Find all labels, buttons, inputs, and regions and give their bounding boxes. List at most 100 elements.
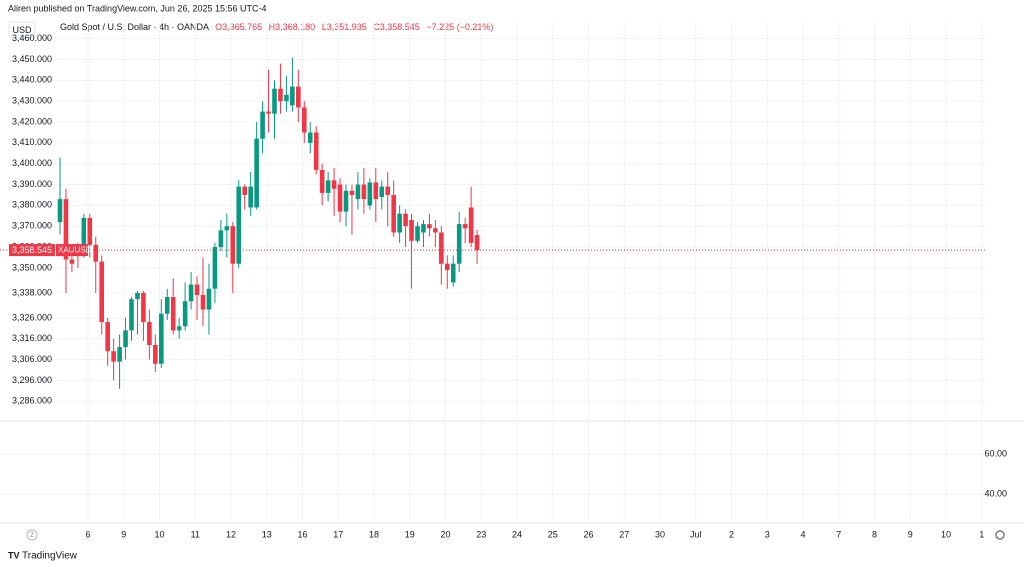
candle-body (367, 182, 373, 206)
y-tick-label: 3,286.000 (12, 396, 52, 406)
candle-body (409, 219, 414, 241)
candle-body (153, 344, 158, 364)
candle-body (421, 224, 426, 233)
price-label: 3,358.545 (12, 245, 52, 255)
x-tick-label: 13 (262, 529, 272, 539)
currency[interactable]: USD (12, 25, 32, 35)
candle-body (403, 213, 408, 227)
x-tick-label: Jul (690, 529, 702, 539)
candle-body (242, 186, 248, 195)
candle-body (260, 111, 265, 139)
brand-logo: TV (8, 550, 20, 560)
legend-symbol: Gold Spot / U.S. Dollar · 4h · OANDA (60, 22, 209, 32)
symbol-label: XAUUSD (58, 246, 92, 255)
candle-body (188, 284, 194, 302)
candle-body (111, 351, 116, 362)
legend-open: O3,365.765 (215, 22, 262, 32)
timezone-icon[interactable]: Z (30, 533, 34, 539)
y2-tick-label: 60.00 (984, 448, 1007, 458)
candle-body (176, 326, 182, 331)
candle-body (87, 217, 93, 245)
candle-body (355, 184, 361, 200)
x-tick-label: 2 (729, 529, 734, 539)
candle-body (248, 186, 253, 208)
x-tick-label: 20 (440, 529, 450, 539)
legend-high: H3,368.180 (269, 22, 316, 32)
candle-body (296, 86, 301, 108)
x-tick-label: 9 (908, 529, 913, 539)
y-tick-label: 3,420.000 (12, 116, 52, 126)
candle-body (349, 190, 355, 195)
candle-body (343, 190, 349, 212)
candle-body (182, 301, 188, 327)
candle-body (99, 261, 105, 323)
candle-body (254, 138, 259, 208)
candle-body (325, 180, 331, 193)
y-tick-label: 3,296.000 (12, 375, 52, 385)
y-tick-label: 3,410.000 (12, 137, 52, 147)
candle-body (379, 186, 385, 198)
candle-body (319, 169, 325, 193)
candle-body (290, 86, 295, 106)
candle-body (450, 263, 456, 283)
x-tick-label: 1 (979, 529, 984, 539)
candle-body (337, 184, 343, 212)
candle-body (278, 88, 283, 102)
candle-body (313, 132, 319, 170)
candle-body (391, 194, 396, 233)
currency-box[interactable] (8, 21, 36, 39)
candle-body (236, 186, 242, 264)
y-tick-label: 3,430.000 (12, 96, 52, 106)
candle-body (439, 232, 444, 264)
x-tick-label: 19 (405, 529, 415, 539)
x-tick-label: 27 (619, 529, 629, 539)
candle-body (117, 347, 122, 362)
x-tick-label: 16 (297, 529, 307, 539)
y-tick-label: 3,338.000 (12, 287, 52, 297)
candle-body (206, 288, 212, 310)
candle-body (462, 224, 468, 229)
timezone-button[interactable] (26, 529, 38, 541)
candle-body (105, 322, 110, 352)
y2-tick-label: 40.00 (984, 488, 1007, 498)
y-tick-label: 3,316.000 (12, 333, 52, 343)
candle-body (129, 299, 134, 331)
x-tick-label: 10 (154, 529, 164, 539)
candle-body (266, 111, 271, 114)
candle-body (284, 94, 289, 102)
x-tick-label: 3 (765, 529, 770, 539)
x-tick-label: 30 (655, 529, 665, 539)
y-tick-label: 3,460.000 (12, 33, 52, 43)
y-tick-label: 3,370.000 (12, 221, 52, 231)
candle-body (57, 199, 63, 223)
candle-body (200, 294, 206, 310)
y-tick-label: 3,306.000 (12, 354, 52, 364)
candle-body (194, 284, 200, 295)
x-tick-label: 10 (941, 529, 951, 539)
candle-body (230, 226, 236, 264)
candle-body (135, 292, 140, 300)
candle-body (218, 230, 224, 248)
candle-body (63, 199, 69, 260)
x-tick-label: 6 (85, 529, 90, 539)
y-tick-label: 3,326.000 (12, 312, 52, 322)
y-tick-label: 3,440.000 (12, 75, 52, 85)
y-tick-label: 3,390.000 (12, 179, 52, 189)
candle-body (456, 224, 462, 264)
x-tick-label: 24 (512, 529, 522, 539)
candle-body (81, 217, 87, 254)
candle-body (212, 247, 218, 289)
y-tick-label: 3,450.000 (12, 54, 52, 64)
candle-body (170, 297, 176, 331)
price-label-box (9, 244, 55, 257)
candle-body (474, 235, 480, 251)
candle-body (158, 313, 164, 364)
settings-button[interactable] (995, 530, 1005, 540)
candle-body (123, 330, 128, 348)
candle-body (361, 184, 367, 200)
candle-body (468, 207, 474, 243)
candles (0, 57, 985, 389)
symbol-label-box (56, 244, 88, 257)
x-tick-label: 7 (836, 529, 841, 539)
